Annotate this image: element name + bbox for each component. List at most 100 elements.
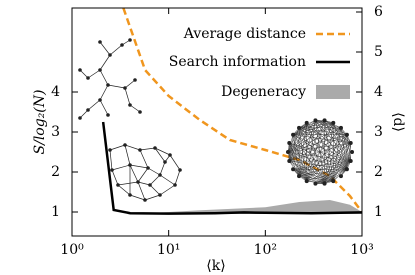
degeneracy-band bbox=[147, 200, 362, 214]
mesh-node bbox=[178, 168, 182, 172]
ring-edge bbox=[298, 134, 348, 177]
ring-edge bbox=[289, 160, 307, 182]
ring-node bbox=[297, 125, 302, 130]
y-tick-label: 1 bbox=[51, 204, 60, 220]
mesh-edge bbox=[147, 167, 161, 176]
ring-edge bbox=[346, 134, 351, 162]
y-tick-label: 4 bbox=[51, 84, 60, 100]
y-tick-label: 2 bbox=[51, 164, 60, 180]
ring-edge bbox=[333, 122, 351, 162]
ring-edge bbox=[315, 120, 342, 129]
ring-node bbox=[322, 118, 327, 123]
ring-node bbox=[322, 181, 327, 186]
ring-edge bbox=[298, 120, 325, 177]
ring-edge bbox=[324, 120, 351, 162]
ring-edge bbox=[306, 120, 316, 182]
mesh-edge bbox=[149, 174, 161, 186]
mesh-edge bbox=[109, 149, 113, 171]
ring-edge bbox=[287, 120, 325, 153]
ring-edge bbox=[324, 134, 348, 184]
mesh-edge bbox=[159, 161, 166, 176]
mesh-edge bbox=[117, 184, 131, 196]
mesh-edge bbox=[129, 194, 146, 201]
mesh-edge bbox=[154, 147, 171, 156]
ring-edge bbox=[315, 120, 348, 135]
ring-edge bbox=[289, 134, 294, 162]
ring-node bbox=[344, 132, 349, 137]
ring-edge bbox=[306, 122, 348, 170]
ring-edge bbox=[298, 127, 325, 184]
mesh-node bbox=[128, 163, 132, 167]
ring-edge bbox=[306, 142, 351, 182]
mesh-edge bbox=[109, 144, 126, 151]
ring-node bbox=[287, 140, 292, 145]
y2-tick-label: 4 bbox=[374, 84, 383, 100]
mesh-node bbox=[158, 173, 162, 177]
ring-edge bbox=[298, 127, 351, 144]
mesh-node bbox=[108, 148, 112, 152]
ring-edge bbox=[287, 142, 351, 153]
mesh-edge bbox=[124, 144, 141, 151]
mesh-edge bbox=[117, 181, 139, 186]
mesh-edge bbox=[137, 181, 151, 186]
mesh-node bbox=[143, 198, 147, 202]
dense-network-inset bbox=[286, 118, 354, 186]
mesh-node bbox=[123, 143, 127, 147]
mesh-edge bbox=[149, 184, 161, 196]
mesh-edge bbox=[159, 174, 176, 186]
mesh-node bbox=[163, 160, 167, 164]
ring-edge bbox=[298, 127, 351, 162]
mesh-node bbox=[158, 193, 162, 197]
mesh-node bbox=[136, 180, 140, 184]
ring-edge bbox=[315, 120, 351, 144]
ring-node bbox=[331, 120, 336, 125]
ring-node bbox=[344, 167, 349, 172]
ring-node bbox=[348, 140, 353, 145]
ring-node bbox=[338, 174, 343, 179]
ring-edge bbox=[306, 169, 347, 182]
ring-edge bbox=[324, 122, 334, 184]
ring-node bbox=[348, 159, 353, 164]
mesh-node bbox=[173, 183, 177, 187]
ring-edge bbox=[292, 120, 316, 135]
legend-swatch bbox=[316, 85, 350, 99]
y2-tick-label: 5 bbox=[374, 44, 383, 60]
ring-edge bbox=[287, 127, 342, 153]
ring-edge bbox=[289, 127, 342, 162]
ring-node bbox=[313, 118, 318, 123]
series-line bbox=[101, 121, 362, 215]
ring-node bbox=[291, 132, 296, 137]
plot-area bbox=[101, 8, 362, 215]
y2-tick-label: 3 bbox=[374, 124, 383, 140]
mesh-edge bbox=[159, 184, 176, 196]
ring-edge bbox=[289, 120, 316, 162]
ring-edge bbox=[292, 134, 300, 177]
mesh-edge bbox=[174, 169, 181, 186]
y2-tick-label: 6 bbox=[374, 4, 383, 20]
mesh-node bbox=[110, 168, 114, 172]
mesh-edge bbox=[139, 149, 149, 169]
ring-node bbox=[291, 167, 296, 172]
ring-edge bbox=[324, 120, 348, 135]
ring-edge bbox=[289, 122, 334, 162]
ring-node bbox=[304, 120, 309, 125]
x-tick-label: 10² bbox=[254, 242, 277, 258]
mesh-edge bbox=[154, 147, 166, 163]
ring-edge bbox=[293, 127, 341, 135]
ring-edge bbox=[298, 142, 351, 177]
ring-node bbox=[297, 174, 302, 179]
mesh-node bbox=[146, 166, 150, 170]
mesh-edge bbox=[111, 169, 119, 186]
ring-edge bbox=[333, 134, 348, 182]
ring-node bbox=[313, 181, 318, 186]
ring-edge bbox=[346, 142, 351, 170]
mesh-edge bbox=[139, 147, 156, 151]
ring-edge bbox=[306, 134, 348, 182]
mesh-edge bbox=[137, 167, 149, 183]
mesh-edge bbox=[169, 154, 181, 171]
legend-label: Average distance bbox=[183, 26, 306, 42]
ring-node bbox=[350, 150, 354, 154]
ring-edge bbox=[299, 127, 347, 135]
ring-node bbox=[286, 150, 290, 154]
ring-edge bbox=[287, 134, 347, 153]
